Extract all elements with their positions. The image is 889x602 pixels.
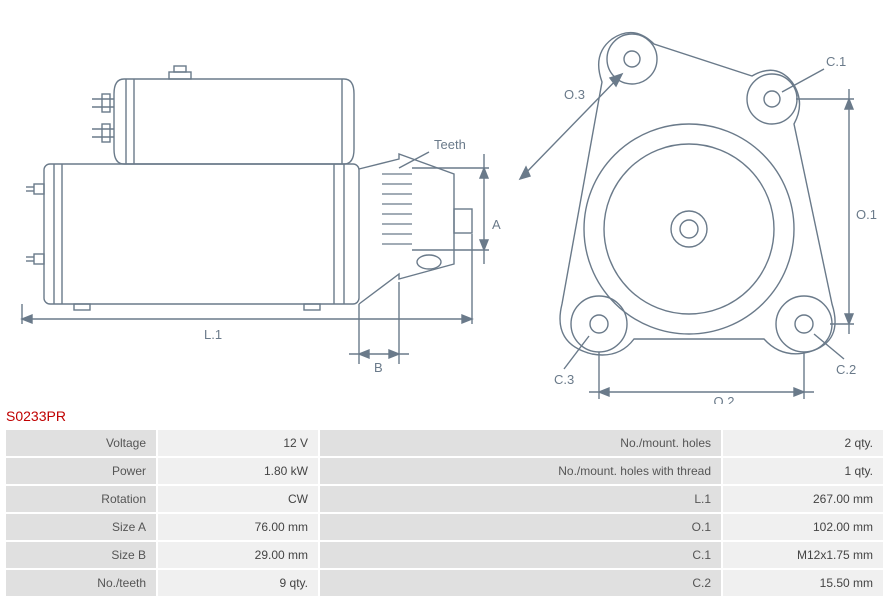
table-row: Voltage12 VNo./mount. holes2 qty. — [6, 430, 883, 456]
specs-table: Voltage12 VNo./mount. holes2 qty.Power1.… — [4, 428, 885, 598]
label-C2: C.2 — [836, 362, 856, 377]
spec-value: 76.00 mm — [158, 514, 318, 540]
spec-label: C.2 — [320, 570, 721, 596]
spec-value: 15.50 mm — [723, 570, 883, 596]
spec-value: 2 qty. — [723, 430, 883, 456]
label-teeth: Teeth — [434, 137, 466, 152]
table-row: No./teeth9 qty.C.215.50 mm — [6, 570, 883, 596]
spec-value: 1 qty. — [723, 458, 883, 484]
label-C1: C.1 — [826, 54, 846, 69]
spec-value: CW — [158, 486, 318, 512]
table-row: RotationCWL.1267.00 mm — [6, 486, 883, 512]
spec-label: C.1 — [320, 542, 721, 568]
table-row: Power1.80 kWNo./mount. holes with thread… — [6, 458, 883, 484]
spec-value: M12x1.75 mm — [723, 542, 883, 568]
table-row: Size B29.00 mmC.1M12x1.75 mm — [6, 542, 883, 568]
spec-label: No./mount. holes with thread — [320, 458, 721, 484]
spec-label: Rotation — [6, 486, 156, 512]
spec-value: 29.00 mm — [158, 542, 318, 568]
label-L1: L.1 — [204, 327, 222, 342]
label-O2: O.2 — [714, 394, 735, 404]
spec-label: No./teeth — [6, 570, 156, 596]
side-view-svg: Teeth A L.1 B — [4, 4, 504, 404]
spec-label: Voltage — [6, 430, 156, 456]
label-C3: C.3 — [554, 372, 574, 387]
spec-value: 267.00 mm — [723, 486, 883, 512]
front-view-svg: O.3 O.1 O.2 C.1 C.2 C.3 — [504, 4, 884, 404]
spec-label: Size B — [6, 542, 156, 568]
label-O1: O.1 — [856, 207, 877, 222]
label-B: B — [374, 360, 383, 375]
spec-label: No./mount. holes — [320, 430, 721, 456]
side-view-drawing: Teeth A L.1 B — [4, 4, 504, 404]
spec-label: Size A — [6, 514, 156, 540]
spec-label: L.1 — [320, 486, 721, 512]
label-O3: O.3 — [564, 87, 585, 102]
label-A: A — [492, 217, 501, 232]
front-view-drawing: O.3 O.1 O.2 C.1 C.2 C.3 — [504, 4, 884, 404]
part-number: S0233PR — [4, 404, 885, 428]
spec-label: O.1 — [320, 514, 721, 540]
spec-value: 9 qty. — [158, 570, 318, 596]
diagram-area: Teeth A L.1 B — [4, 4, 885, 404]
spec-value: 1.80 kW — [158, 458, 318, 484]
table-row: Size A76.00 mmO.1102.00 mm — [6, 514, 883, 540]
spec-value: 102.00 mm — [723, 514, 883, 540]
spec-label: Power — [6, 458, 156, 484]
spec-value: 12 V — [158, 430, 318, 456]
